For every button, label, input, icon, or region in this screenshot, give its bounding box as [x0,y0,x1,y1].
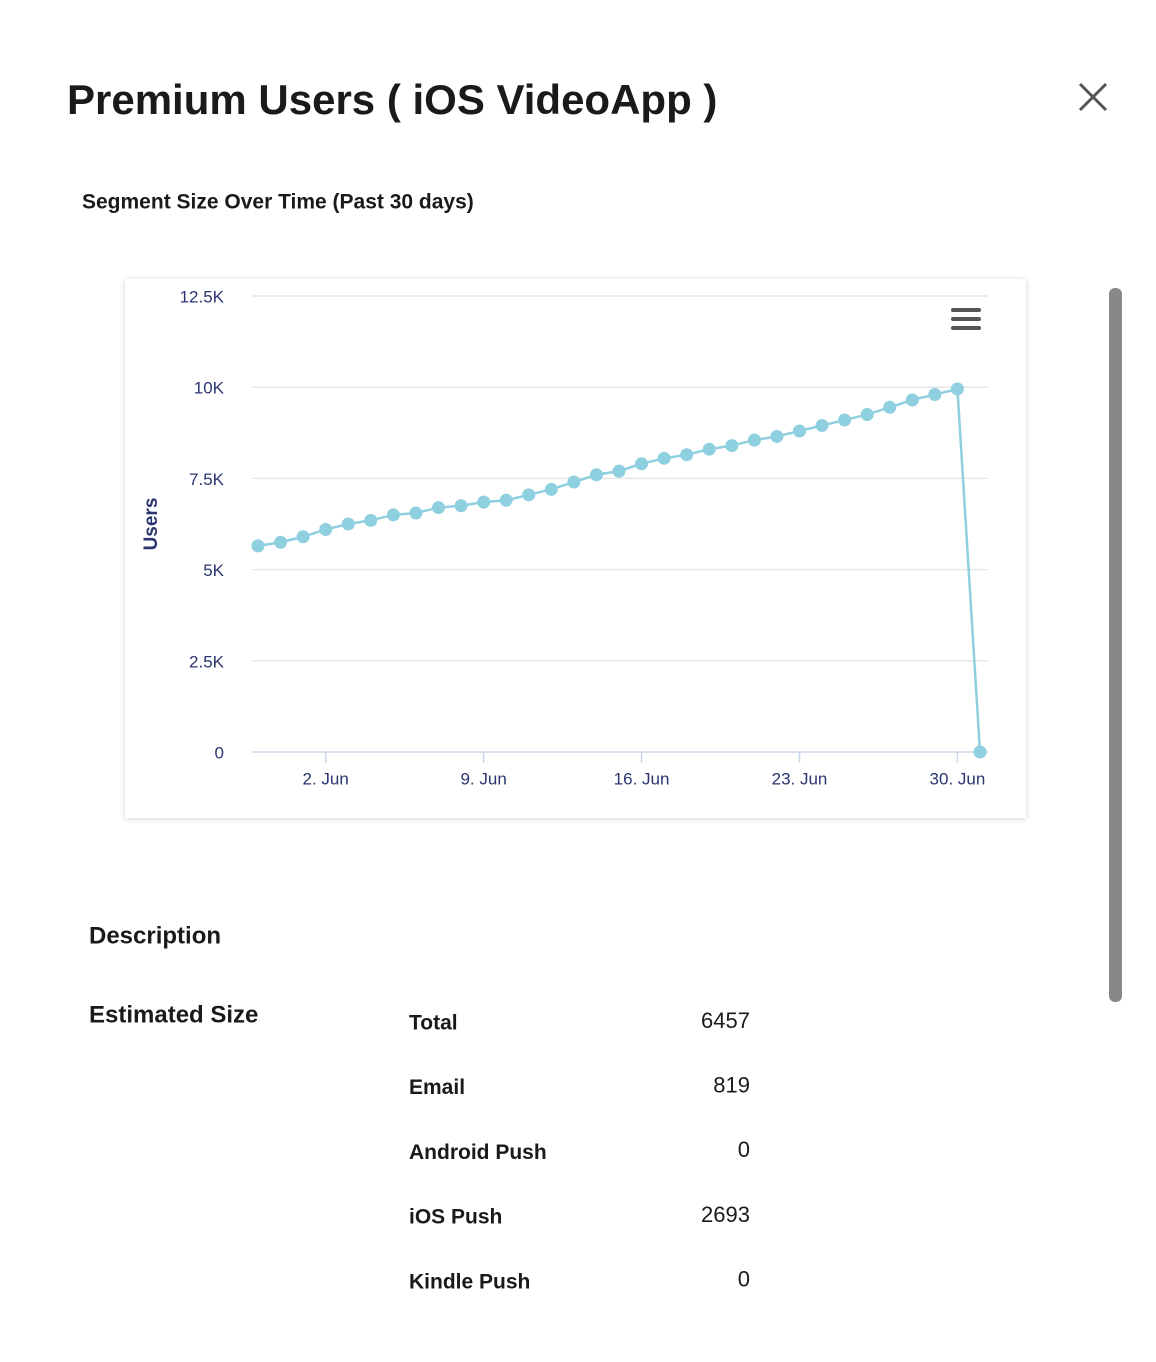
modal-title: Premium Users ( iOS VideoApp ) [67,76,717,123]
data-point [274,535,288,549]
data-point [612,464,626,478]
row-label: Total [409,1012,458,1035]
data-point [702,442,716,456]
x-tick-label: 16. Jun [614,769,670,788]
data-point [905,393,919,407]
row-value: 0 [738,1267,750,1292]
x-tick-label: 30. Jun [930,769,986,788]
y-tick-label: 0 [215,743,224,762]
plot: 0 2.5K 5K 7.5K 10K 12.5K 2. Jun 9. Jun 16. Jun 23… [180,287,988,788]
data-point [522,488,536,502]
data-point [747,433,761,447]
row-label: Android Push [409,1141,547,1164]
data-point [725,439,739,453]
y-tick-label: 2.5K [189,652,225,671]
data-point [657,451,671,465]
row-label: iOS Push [409,1206,502,1229]
y-tick-label: 7.5K [189,470,225,489]
row-value: 0 [738,1137,750,1162]
data-point [567,475,581,489]
data-point [635,457,649,471]
data-point [386,508,400,522]
row-label: Kindle Push [409,1270,530,1293]
data-point [296,530,310,544]
y-tick-label: 12.5K [180,287,225,306]
row-value: 2693 [701,1202,750,1227]
data-point [544,482,558,496]
data-point [589,468,603,482]
scrollbar[interactable] [1109,288,1122,1002]
data-point [364,513,378,527]
y-axis-label: Users [141,498,162,551]
data-point [432,501,445,515]
size-table: Total 6457 Email 819 Android Push 0 iOS Push 26… [409,1008,750,1294]
y-tick-label: 10K [194,379,225,398]
data-point [770,429,784,443]
data-point [928,387,942,401]
data-point [860,408,874,422]
data-point [251,539,265,553]
data-point [883,400,897,414]
row-label: Email [409,1076,465,1099]
chart-menu[interactable] [951,308,981,330]
data-point [838,413,852,427]
data-point [499,493,513,507]
data-point [815,419,829,433]
x-tick-label: 2. Jun [303,769,349,788]
x-tick-label: 23. Jun [772,769,828,788]
data-point [973,745,987,759]
data-point [319,522,333,536]
x-tick-label: 9. Jun [460,769,506,788]
data-point [793,424,806,438]
data-point [680,448,694,462]
data-point [477,495,491,509]
chart-title: Segment Size Over Time (Past 30 days) [82,191,474,214]
data-point [454,499,468,513]
y-tick-label: 5K [203,561,224,580]
data-point [409,506,423,520]
data-point [341,517,355,531]
close-button[interactable] [1078,82,1108,112]
description-label: Description [89,922,221,949]
data-point [950,382,964,396]
row-value: 819 [713,1073,750,1098]
row-value: 6457 [701,1008,750,1033]
estimated-size-label: Estimated Size [89,1001,258,1028]
chart-card [125,279,1026,818]
